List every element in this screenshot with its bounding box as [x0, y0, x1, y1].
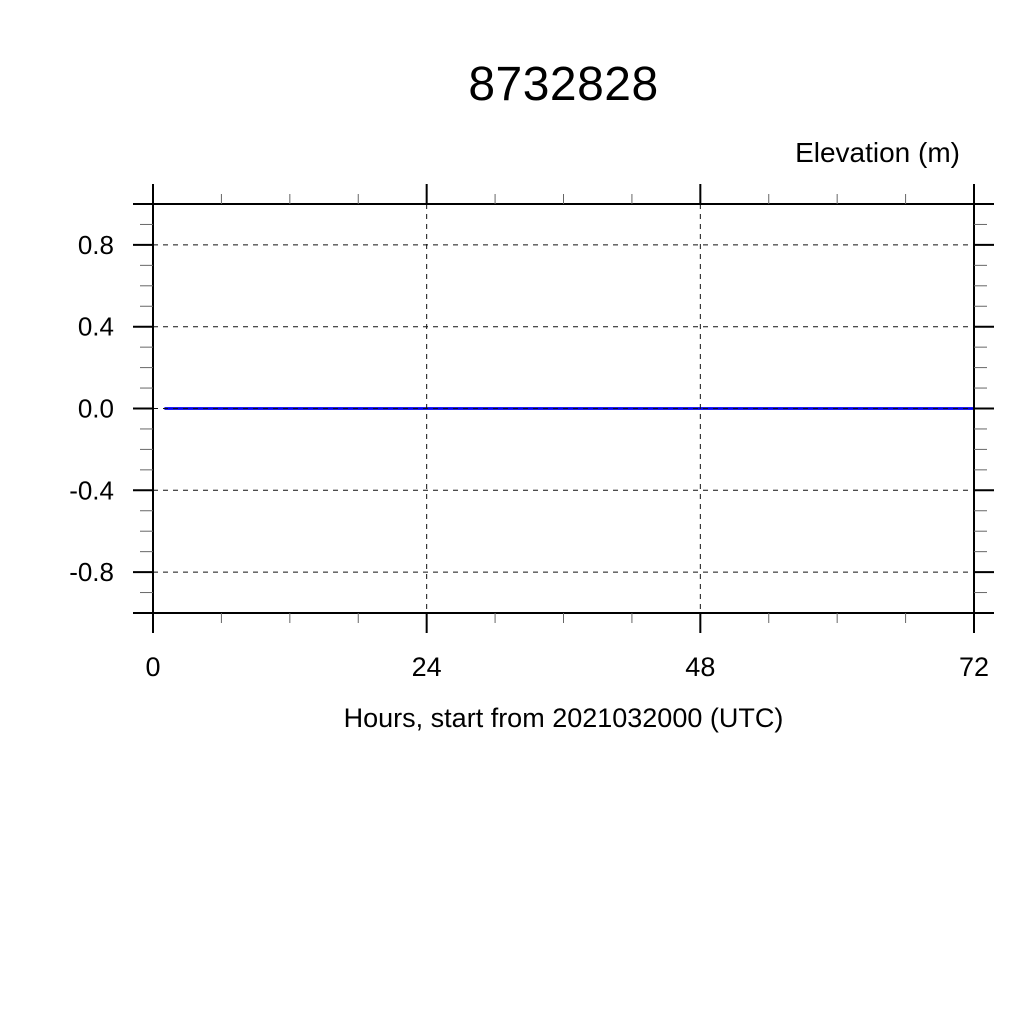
y-tick-label: 0.8	[78, 230, 114, 260]
y-tick-label: 0.4	[78, 312, 114, 342]
x-tick-label: 0	[145, 652, 160, 682]
chart-title: 8732828	[468, 58, 659, 111]
plot-svg: 0 24 48 72 0.8 0.4 0.0 -0.4 -0.8	[69, 184, 994, 682]
y-tick-label: -0.8	[69, 557, 114, 587]
y-tick-label: 0.0	[78, 394, 114, 424]
x-tick-label: 48	[685, 652, 715, 682]
y-tick-label: -0.4	[69, 475, 114, 505]
x-axis-title: Hours, start from 2021032000 (UTC)	[343, 703, 784, 733]
x-tick-label: 24	[412, 652, 442, 682]
elevation-unit-label: Elevation (m)	[795, 137, 960, 168]
plot-area: 0 24 48 72 0.8 0.4 0.0 -0.4 -0.8	[69, 184, 994, 682]
x-tick-label: 72	[959, 652, 989, 682]
